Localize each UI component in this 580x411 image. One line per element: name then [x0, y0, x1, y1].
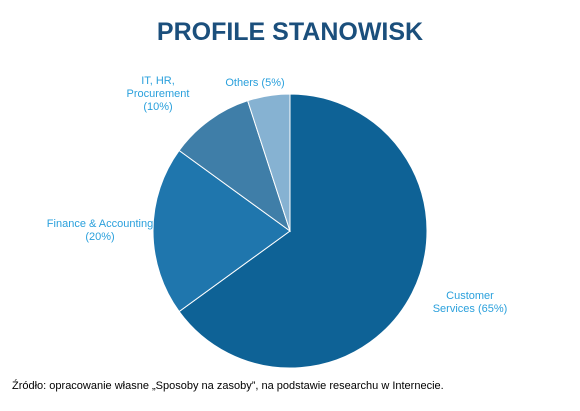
slice-label: IT, HR, Procurement (10%)	[118, 75, 198, 114]
slice-label: Others (5%)	[210, 77, 300, 90]
slice-label: Finance & Accounting (20%)	[40, 218, 160, 244]
value-label: (20%)	[85, 231, 115, 243]
value-label: (10%)	[143, 101, 173, 113]
pie-slice	[247, 93, 291, 232]
category-label: IT, HR, Procurement	[126, 75, 190, 100]
category-label: Customer Services	[432, 290, 494, 315]
source-note: Źródło: opracowanie własne „Sposoby na z…	[12, 380, 444, 392]
pie-slice	[178, 100, 291, 233]
slice-label: Customer Services (65%)	[430, 290, 510, 316]
value-label: (65%)	[477, 303, 508, 315]
chart-title: PROFILE STANOWISK	[156, 18, 424, 46]
category-label: Finance & Accounting	[46, 218, 154, 230]
pie-slice	[178, 93, 428, 369]
pie-slice	[152, 149, 291, 313]
value-label: (5%)	[261, 77, 285, 89]
category-label: Others	[225, 77, 259, 89]
